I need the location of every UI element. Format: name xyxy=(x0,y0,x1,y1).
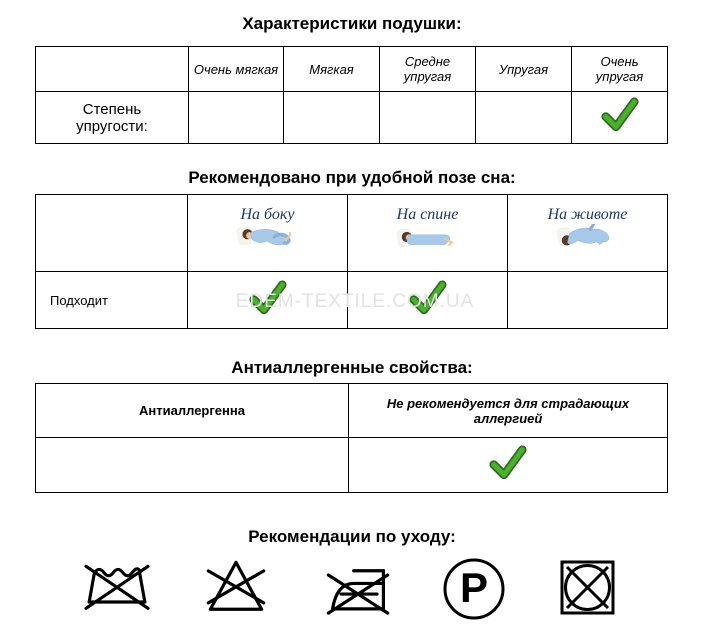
svg-text:P: P xyxy=(460,564,488,611)
